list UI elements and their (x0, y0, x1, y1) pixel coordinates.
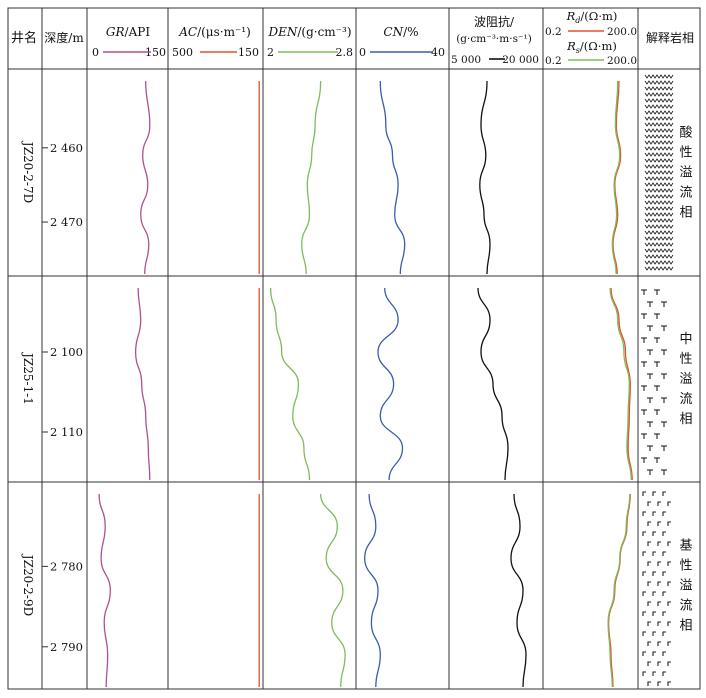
den-curve (269, 287, 311, 481)
rd-curve (612, 80, 622, 275)
header-ac-max: 150 (238, 46, 259, 59)
imp-curve (479, 80, 491, 275)
rs-curve (607, 493, 631, 688)
well-name: JZ20-2-7D (21, 140, 35, 203)
header-ac: AC/(μs·m⁻¹) (178, 25, 251, 39)
header-rs-min: 0.2 (545, 55, 562, 67)
header-rd-max: 200.0 (607, 26, 637, 38)
header-rd-min: 0.2 (545, 26, 562, 38)
header-den-max: 2.8 (336, 46, 354, 59)
section-2: JZ20-2-9D 2 780 2 790 基性溢流相 (21, 491, 693, 688)
imp-curve (477, 287, 509, 481)
section-1: JZ25-1-1 2 100 2 110 中性溢流相 (21, 287, 693, 481)
facies-label: 酸性溢流相 (679, 126, 692, 221)
header-row: 井名 深度/m GR/API 0 150 AC/(μs·m⁻¹) 500 150… (11, 9, 694, 67)
rs-curve (611, 80, 621, 275)
header-imp-unit: (g·cm⁻³·m·s⁻¹) (456, 33, 532, 45)
header-gr-max: 150 (145, 46, 166, 59)
gr-curve (134, 287, 151, 481)
cn-curve (364, 493, 381, 688)
facies-symbol-hook (642, 491, 671, 686)
header-depth: 深度/m (44, 30, 84, 45)
gr-curve (140, 80, 151, 275)
rd-curve (610, 287, 633, 481)
cn-curve (377, 287, 404, 481)
header-rs-max: 200.0 (607, 55, 637, 67)
facies-label: 中性溢流相 (679, 332, 692, 427)
header-legend-lines (103, 30, 604, 61)
table-grid (7, 7, 701, 690)
log-sections: JZ20-2-7D 2 460 2 470 酸性溢流相 JZ25-1-1 2 100 2 1… (21, 74, 693, 688)
imp-curve (510, 493, 527, 688)
header-den: DEN/(g·cm⁻³) (267, 25, 351, 39)
header-cn-max: 40 (431, 46, 445, 59)
section-0: JZ20-2-7D 2 460 2 470 酸性溢流相 (21, 74, 693, 275)
depth-tick-label: 2 110 (50, 425, 83, 439)
den-curve (319, 493, 346, 688)
facies-symbol-zigzag (644, 74, 674, 271)
header-imp-min: 5 000 (451, 54, 481, 66)
table-border (7, 7, 701, 690)
den-curve (301, 80, 322, 275)
well-name: JZ25-1-1 (21, 351, 35, 405)
facies-label: 基性溢流相 (679, 539, 692, 634)
header-cn: CN/% (383, 25, 418, 39)
header-rs: Rs/(Ω·m) (566, 39, 617, 55)
well-name: JZ20-2-9D (21, 553, 35, 616)
header-imp-title: 波阻抗/ (474, 14, 515, 29)
header-cn-min: 0 (359, 46, 366, 59)
header-litho: 解释岩相 (646, 30, 694, 45)
header-imp-max: 20 000 (502, 54, 539, 66)
header-den-min: 2 (267, 46, 274, 59)
rd-curve (607, 493, 631, 688)
depth-tick-label: 2 790 (50, 640, 83, 654)
header-ac-min: 500 (172, 46, 193, 59)
facies-symbol-tee (641, 289, 667, 475)
header-gr-min: 0 (92, 46, 99, 59)
cn-curve (379, 80, 406, 275)
header-well: 井名 (11, 30, 37, 46)
depth-tick-label: 2 470 (50, 215, 83, 229)
header-rd: Rd/(Ω·m) (566, 9, 618, 25)
depth-tick-label: 2 780 (50, 559, 83, 573)
depth-tick-label: 2 100 (50, 345, 83, 359)
gr-curve (98, 493, 111, 688)
rs-curve (609, 287, 632, 481)
header-gr: GR/API (106, 25, 150, 39)
depth-tick-label: 2 460 (50, 141, 83, 155)
